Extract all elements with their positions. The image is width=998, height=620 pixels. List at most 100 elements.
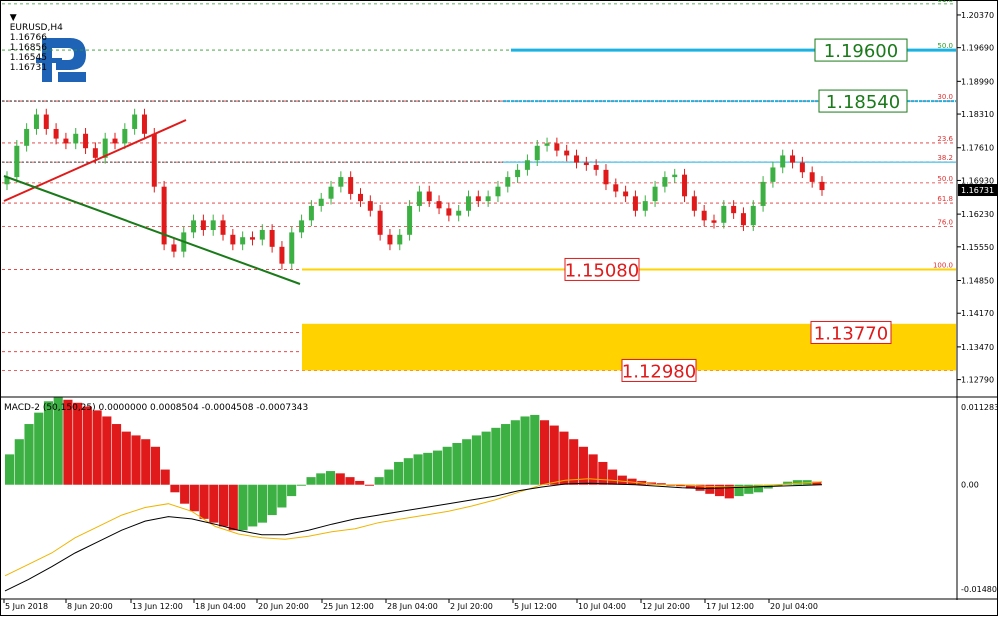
macd-histogram-bar: [724, 484, 734, 499]
candle-body: [603, 169, 609, 185]
time-tick-label: 25 Jun 12:00: [323, 602, 374, 611]
fib-level-label: 30.0: [937, 93, 953, 101]
trend-line-down: [3, 175, 301, 285]
candle-body: [14, 145, 20, 178]
candle-body: [132, 114, 138, 129]
macd-tick-label: 0.011283: [961, 403, 998, 412]
candle-body: [83, 133, 89, 149]
candle-body: [161, 186, 167, 245]
macd-histogram-bar: [82, 406, 92, 485]
macd-histogram-bar: [598, 461, 608, 485]
candle-body: [613, 184, 619, 192]
target-label: 1.15080: [565, 260, 639, 281]
target-label-box: [814, 38, 908, 62]
candle-body: [289, 232, 295, 264]
candle-body: [191, 220, 197, 233]
candle-body: [279, 246, 285, 264]
macd-histogram-bar: [102, 416, 112, 485]
fib-level-label: 100.0: [933, 261, 953, 269]
candle-body: [682, 174, 688, 197]
candle-body: [73, 133, 79, 144]
candle-body: [652, 186, 658, 202]
macd-histogram-bar: [773, 484, 783, 486]
macd-histogram-bar: [238, 484, 248, 531]
current-price-tag: [958, 184, 998, 197]
candle-body: [721, 205, 727, 223]
price-tick-label: 1.18990: [961, 77, 994, 86]
macd-histogram-bar: [520, 416, 530, 485]
macd-histogram-bar: [549, 425, 559, 485]
low-value: 1.16545: [9, 53, 47, 63]
candle-body: [33, 114, 39, 129]
macd-histogram-bar: [121, 431, 131, 485]
macd-histogram-bar: [189, 484, 199, 512]
candle-body: [338, 177, 344, 187]
macd-histogram-bar: [501, 424, 511, 485]
symbol-timeframe-label: EURUSD,H4: [9, 23, 63, 33]
candle-body: [141, 114, 147, 134]
candle-body: [240, 237, 246, 245]
macd-main-line: [4, 482, 823, 592]
candle-body: [485, 196, 491, 202]
macd-histogram-bar: [656, 483, 666, 485]
macd-histogram-bar: [753, 484, 764, 493]
price-tick-label: 1.12790: [961, 376, 994, 385]
macd-histogram-bar: [481, 431, 491, 485]
candle-body: [672, 174, 678, 178]
macd-histogram-bar: [131, 435, 141, 485]
candle-body: [377, 210, 383, 235]
candle-body: [740, 213, 746, 226]
candle-body: [731, 205, 737, 214]
target-label-box: [810, 320, 892, 344]
macd-histogram-bar: [14, 439, 24, 485]
time-tick-label: 5 Jul 12:00: [514, 602, 557, 611]
candle-body: [799, 162, 805, 173]
macd-histogram-bar: [257, 484, 268, 523]
macd-histogram-bar: [111, 424, 122, 485]
fib-level-label: 50.0: [937, 175, 953, 183]
candle-body: [387, 234, 393, 245]
macd-histogram-bar: [666, 484, 676, 486]
candle-body: [259, 229, 265, 240]
macd-tick-label: 0.00: [961, 481, 979, 490]
time-tick-label: 20 Jul 04:00: [770, 602, 818, 611]
candle-body: [43, 114, 49, 129]
macd-histogram-bar: [141, 439, 151, 485]
candle-body: [446, 208, 452, 216]
candle-body: [53, 128, 59, 139]
candle-body: [583, 162, 589, 166]
candle-body: [348, 177, 354, 194]
candle-body: [456, 210, 462, 216]
macd-histogram-bar: [423, 452, 433, 485]
macd-histogram-bar: [53, 397, 63, 485]
macd-histogram-bar: [539, 420, 550, 485]
candle-body: [780, 155, 786, 168]
candle-body: [505, 177, 511, 187]
candle-body: [642, 201, 648, 211]
macd-histogram-bar: [92, 410, 102, 485]
macd-histogram-bar: [296, 484, 306, 486]
candle-body: [770, 167, 776, 182]
macd-histogram-bar: [744, 484, 754, 494]
candle-body: [102, 138, 108, 158]
macd-histogram-bar: [812, 481, 822, 485]
macd-histogram-bar: [248, 484, 258, 527]
current-price-label: 1.16731: [961, 186, 994, 195]
candle-body: [436, 201, 442, 209]
symbol-dropdown-icon[interactable]: ▼: [9, 13, 17, 23]
fib-level-label: 50.0: [937, 42, 953, 50]
macd-histogram-bar: [316, 473, 326, 485]
time-tick-label: 2 Jul 20:00: [450, 602, 493, 611]
candle-body: [357, 193, 363, 202]
macd-histogram-bar: [199, 484, 209, 519]
candle-body: [760, 181, 766, 206]
price-tick-label: 1.18310: [961, 110, 994, 119]
price-tick-label: 1.17610: [961, 144, 994, 153]
candle-body: [534, 145, 540, 161]
high-value: 1.16856: [9, 43, 47, 53]
candle-body: [308, 205, 314, 221]
macd-histogram-bar: [792, 480, 802, 485]
candle-body: [249, 237, 255, 240]
